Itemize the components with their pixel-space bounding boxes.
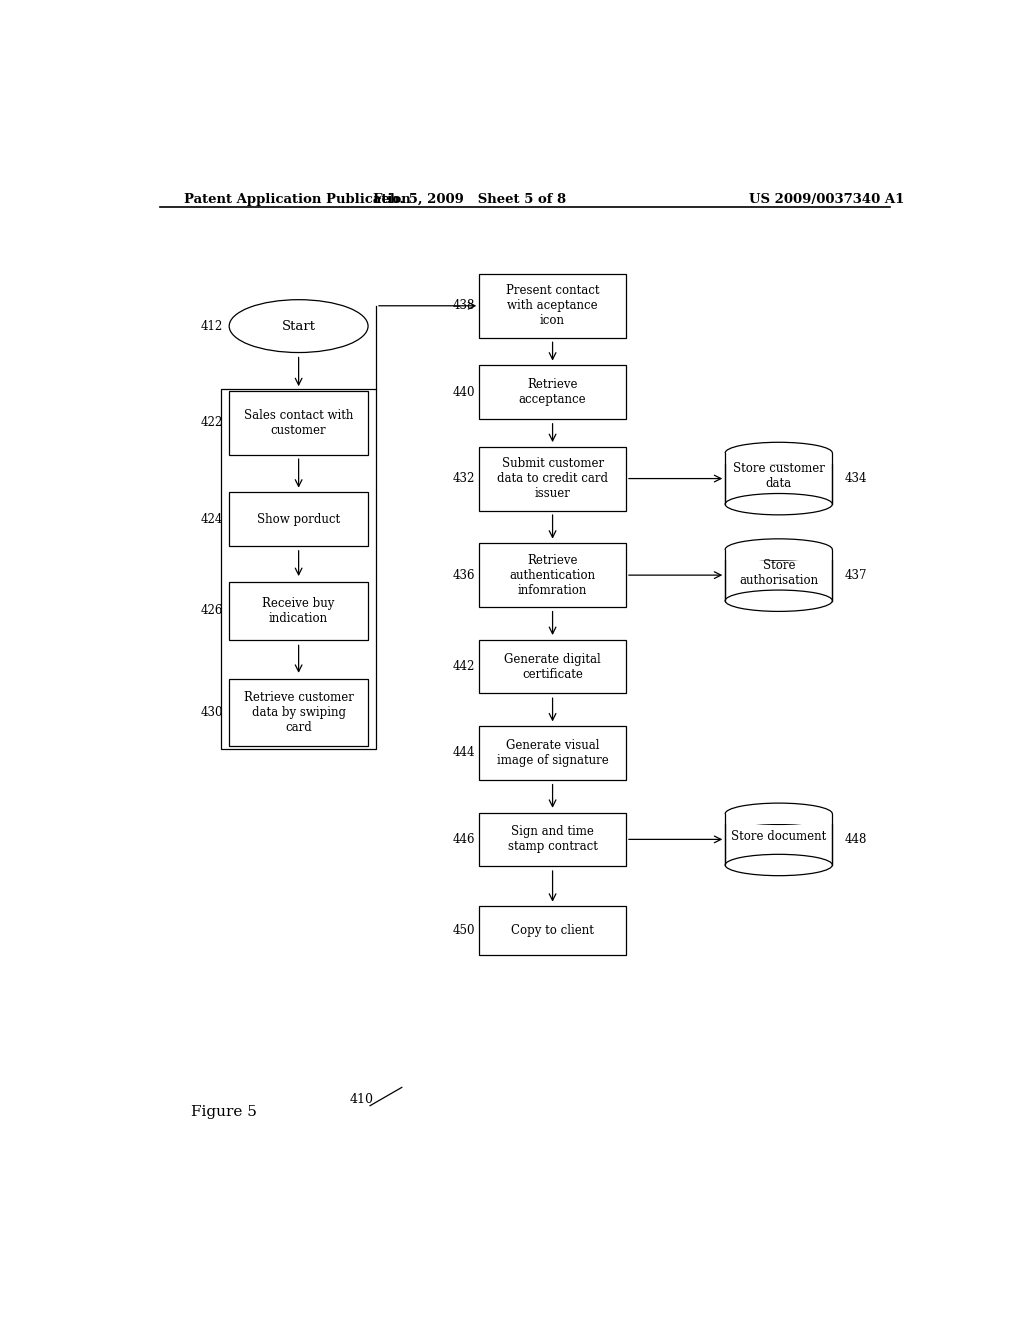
FancyBboxPatch shape (725, 813, 833, 865)
Ellipse shape (725, 539, 833, 560)
Text: Store
authorisation: Store authorisation (739, 558, 818, 586)
FancyBboxPatch shape (229, 678, 368, 746)
FancyBboxPatch shape (479, 366, 626, 418)
FancyBboxPatch shape (479, 543, 626, 607)
Text: 442: 442 (453, 660, 475, 673)
Text: US 2009/0037340 A1: US 2009/0037340 A1 (749, 193, 904, 206)
Text: Start: Start (282, 319, 315, 333)
Text: 412: 412 (201, 319, 223, 333)
FancyBboxPatch shape (724, 549, 834, 560)
Text: Copy to client: Copy to client (511, 924, 594, 937)
Text: 432: 432 (453, 473, 475, 484)
Ellipse shape (725, 590, 833, 611)
Text: Submit customer
data to credit card
issuer: Submit customer data to credit card issu… (497, 457, 608, 500)
Text: Sales contact with
customer: Sales contact with customer (244, 409, 353, 437)
Text: Generate visual
image of signature: Generate visual image of signature (497, 739, 608, 767)
Ellipse shape (725, 442, 833, 463)
Text: Sign and time
stamp contract: Sign and time stamp contract (508, 825, 598, 854)
Text: Receive buy
indication: Receive buy indication (262, 597, 335, 624)
Ellipse shape (229, 300, 368, 352)
Text: 430: 430 (201, 706, 223, 719)
FancyBboxPatch shape (229, 391, 368, 454)
Text: Generate digital
certificate: Generate digital certificate (504, 652, 601, 681)
FancyBboxPatch shape (479, 273, 626, 338)
Text: 424: 424 (201, 512, 223, 525)
Text: 422: 422 (201, 416, 223, 429)
Ellipse shape (725, 854, 833, 875)
FancyBboxPatch shape (479, 726, 626, 780)
Ellipse shape (725, 803, 833, 825)
FancyBboxPatch shape (479, 907, 626, 956)
FancyBboxPatch shape (229, 492, 368, 546)
Text: Retrieve
acceptance: Retrieve acceptance (519, 378, 587, 407)
Text: 446: 446 (453, 833, 475, 846)
Text: 448: 448 (844, 833, 866, 846)
Text: 437: 437 (844, 569, 866, 582)
Text: Retrieve
authentication
infomration: Retrieve authentication infomration (510, 553, 596, 597)
FancyBboxPatch shape (479, 813, 626, 866)
Text: Feb. 5, 2009   Sheet 5 of 8: Feb. 5, 2009 Sheet 5 of 8 (373, 193, 566, 206)
Text: 440: 440 (453, 385, 475, 399)
FancyBboxPatch shape (479, 640, 626, 693)
Text: Patent Application Publication: Patent Application Publication (183, 193, 411, 206)
Text: Present contact
with aceptance
icon: Present contact with aceptance icon (506, 284, 599, 327)
Text: Store document: Store document (731, 830, 826, 843)
Text: 410: 410 (350, 1093, 374, 1106)
Text: 450: 450 (453, 924, 475, 937)
Text: Retrieve customer
data by swiping
card: Retrieve customer data by swiping card (244, 690, 353, 734)
Text: Show porduct: Show porduct (257, 512, 340, 525)
Text: 436: 436 (453, 569, 475, 582)
Text: 434: 434 (844, 473, 866, 484)
Text: Store customer
data: Store customer data (733, 462, 824, 490)
FancyBboxPatch shape (479, 446, 626, 511)
Text: Figure 5: Figure 5 (191, 1105, 257, 1119)
FancyBboxPatch shape (724, 453, 834, 463)
Text: 438: 438 (453, 300, 475, 313)
FancyBboxPatch shape (724, 813, 834, 825)
Ellipse shape (725, 494, 833, 515)
FancyBboxPatch shape (725, 453, 833, 504)
FancyBboxPatch shape (725, 549, 833, 601)
Text: 426: 426 (201, 605, 223, 618)
Text: 444: 444 (453, 747, 475, 759)
FancyBboxPatch shape (229, 582, 368, 640)
